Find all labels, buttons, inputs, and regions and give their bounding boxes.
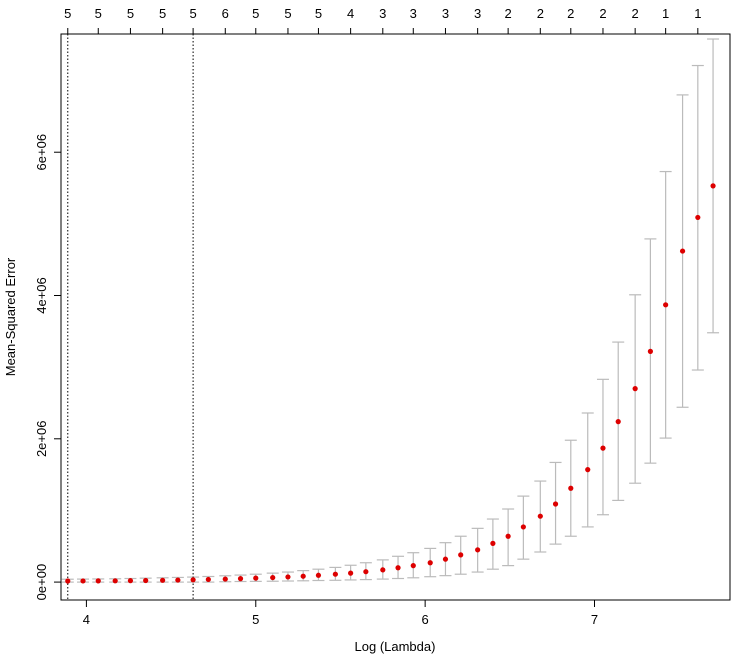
mse-point [568, 485, 574, 491]
top-tick-label: 2 [599, 6, 606, 21]
mse-point [332, 571, 338, 577]
top-tick-label: 3 [442, 6, 449, 21]
mse-point [537, 513, 543, 519]
mse-point [475, 547, 481, 553]
top-tick-label: 1 [662, 6, 669, 21]
mse-point [380, 567, 386, 573]
y-tick-label: 2e+06 [34, 421, 49, 458]
mse-point [395, 565, 401, 571]
x-tick-label: 4 [83, 612, 90, 627]
x-tick-label: 7 [591, 612, 598, 627]
mse-point [520, 524, 526, 530]
mse-point [600, 445, 606, 451]
mse-point [143, 577, 149, 584]
mse-point [710, 183, 716, 189]
mse-point [285, 574, 291, 580]
top-tick-label: 5 [252, 6, 259, 21]
mse-point [222, 576, 228, 582]
top-tick-label: 5 [127, 6, 134, 21]
y-tick-label: 4e+06 [34, 277, 49, 314]
top-tick-label: 3 [379, 6, 386, 21]
mse-point [427, 560, 433, 566]
mse-point [632, 386, 638, 392]
x-axis-title: Log (Lambda) [355, 639, 436, 654]
mse-point [663, 302, 669, 308]
mse-point [112, 578, 118, 584]
x-tick-label: 6 [422, 612, 429, 627]
mse-point [175, 577, 181, 583]
mse-point [695, 214, 701, 221]
top-tick-label: 2 [632, 6, 639, 21]
mse-point [442, 556, 449, 562]
top-tick-label: 5 [64, 6, 71, 21]
point-layer [65, 183, 716, 584]
mse-point [505, 533, 511, 539]
mse-point [679, 248, 686, 254]
mse-point [348, 570, 354, 576]
y-axis: 0e+00 2e+06 4e+06 6e+06 [34, 134, 61, 600]
top-tick-label: 6 [222, 6, 229, 21]
top-tick-label: 2 [505, 6, 512, 21]
mse-point [552, 501, 559, 507]
mse-point [127, 578, 134, 584]
y-tick-label: 0e+00 [34, 564, 49, 601]
top-tick-label: 5 [284, 6, 291, 21]
mse-point [647, 348, 653, 354]
mse-point [253, 575, 259, 581]
top-tick-label: 4 [347, 6, 354, 21]
mse-point [237, 576, 244, 582]
top-tick-label: 3 [410, 6, 417, 21]
mse-point [205, 576, 211, 583]
top-tick-label: 5 [189, 6, 196, 21]
mse-point [458, 552, 464, 558]
mse-point [65, 578, 71, 584]
mse-point [300, 573, 306, 579]
top-tick-label: 5 [95, 6, 102, 21]
top-tick-label: 2 [567, 6, 574, 21]
y-tick-label: 6e+06 [34, 134, 49, 171]
mse-point [80, 578, 86, 584]
mse-point [315, 572, 322, 578]
top-tick-label: 2 [537, 6, 544, 21]
mse-point [95, 578, 101, 584]
x-tick-label: 5 [252, 612, 259, 627]
mse-point [160, 577, 166, 583]
mse-point [190, 577, 196, 583]
y-axis-title: Mean-Squared Error [3, 257, 18, 376]
errorbar-layer [61, 38, 720, 583]
x-axis: 4 5 6 7 [83, 600, 598, 627]
top-tick-label: 1 [694, 6, 701, 21]
mse-point [585, 467, 591, 473]
top-tick-label: 5 [159, 6, 166, 21]
mse-point [615, 419, 621, 425]
mse-point [363, 569, 369, 575]
mse-point [410, 563, 416, 569]
plot-frame [60, 33, 731, 601]
top-tick-label: 5 [315, 6, 322, 21]
mse-point [270, 574, 276, 581]
mse-point [490, 540, 496, 547]
top-tick-label: 3 [474, 6, 481, 21]
top-axis: 5 5 5 5 5 6 5 5 5 4 3 3 3 3 2 2 2 2 2 1 1 [64, 6, 701, 34]
vline-layer [67, 34, 194, 600]
